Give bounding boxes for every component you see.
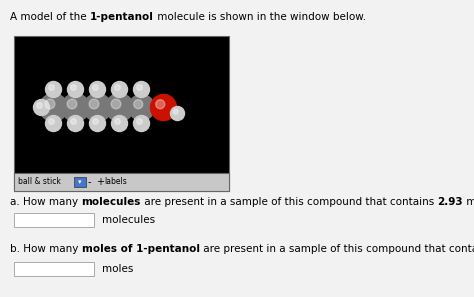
Circle shape — [67, 116, 83, 132]
Circle shape — [134, 100, 143, 109]
Bar — [14, 36, 229, 191]
Circle shape — [49, 119, 55, 124]
Circle shape — [46, 116, 62, 132]
Circle shape — [90, 81, 106, 97]
Text: moles of 1-pentanol?: moles of 1-pentanol? — [463, 197, 474, 207]
Text: labels: labels — [104, 178, 127, 187]
Text: molecule is shown in the window below.: molecule is shown in the window below. — [154, 12, 366, 22]
Circle shape — [115, 85, 120, 90]
Text: are present in a sample of this compound that contains: are present in a sample of this compound… — [141, 197, 437, 207]
Circle shape — [128, 94, 155, 121]
Circle shape — [83, 94, 111, 121]
Circle shape — [45, 99, 55, 109]
Circle shape — [67, 99, 77, 109]
Circle shape — [111, 81, 128, 97]
Text: +: + — [96, 177, 104, 187]
Bar — [14, 213, 94, 227]
Circle shape — [111, 116, 128, 132]
Circle shape — [46, 81, 62, 97]
Bar — [14, 173, 229, 191]
Circle shape — [137, 85, 142, 90]
Circle shape — [134, 81, 149, 97]
Bar — [74, 177, 86, 187]
Circle shape — [71, 119, 76, 124]
Circle shape — [34, 99, 49, 116]
Circle shape — [137, 119, 142, 124]
Text: -: - — [88, 177, 91, 187]
Text: b. How many: b. How many — [10, 244, 82, 254]
Circle shape — [134, 116, 149, 132]
Circle shape — [111, 99, 121, 109]
Text: molecules: molecules — [82, 197, 141, 207]
Circle shape — [36, 103, 42, 108]
Text: moles: moles — [102, 264, 133, 274]
Bar — [14, 262, 94, 276]
Circle shape — [93, 85, 98, 90]
Circle shape — [93, 119, 98, 124]
Text: 2.93: 2.93 — [437, 197, 463, 207]
Circle shape — [106, 94, 134, 121]
Circle shape — [90, 116, 106, 132]
Text: ▾: ▾ — [78, 179, 82, 185]
Text: 1-pentanol: 1-pentanol — [90, 12, 154, 22]
Circle shape — [171, 107, 184, 121]
Circle shape — [67, 81, 83, 97]
Circle shape — [39, 94, 67, 121]
Text: are present in a sample of this compound that contains 4.12 × 10: are present in a sample of this compound… — [200, 244, 474, 254]
Circle shape — [89, 99, 99, 109]
Text: moles of 1-pentanol: moles of 1-pentanol — [82, 244, 200, 254]
Circle shape — [151, 94, 176, 121]
Text: ball & stick: ball & stick — [18, 178, 61, 187]
Text: a. How many: a. How many — [10, 197, 82, 207]
Circle shape — [173, 109, 178, 114]
Circle shape — [155, 100, 165, 109]
Text: A model of the: A model of the — [10, 12, 90, 22]
Text: molecules: molecules — [102, 215, 155, 225]
Circle shape — [49, 85, 55, 90]
Circle shape — [115, 119, 120, 124]
Circle shape — [71, 85, 76, 90]
Circle shape — [62, 94, 90, 121]
